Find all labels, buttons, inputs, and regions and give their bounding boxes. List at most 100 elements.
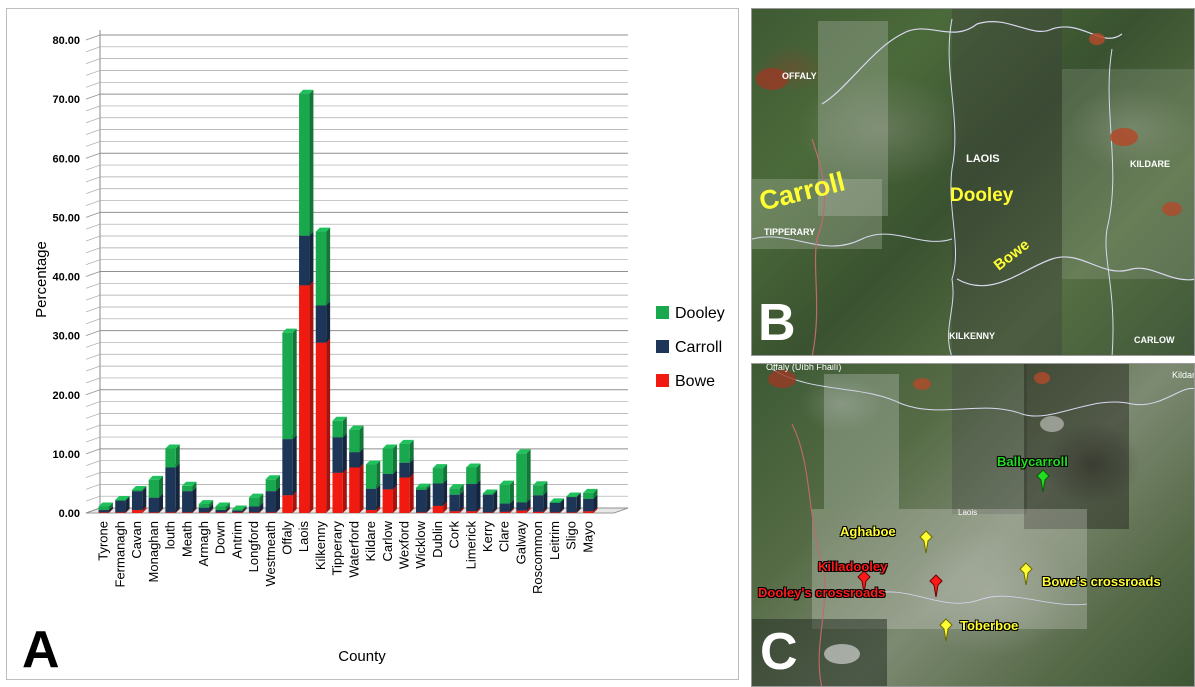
map-pin-yellow-icon	[1019, 562, 1033, 586]
x-tick-label: Laois	[296, 521, 311, 553]
gridline-depth	[85, 212, 101, 218]
gridline-depth	[85, 472, 101, 478]
gridline-depth	[85, 176, 101, 183]
legend-label: Carroll	[675, 339, 722, 356]
gridline-depth	[85, 271, 101, 277]
bar-dooley-antrim	[232, 505, 247, 511]
bar-dooley-tyrone	[98, 502, 113, 511]
x-tick-label: Kilkenny	[313, 521, 328, 571]
gridline-depth	[85, 484, 101, 490]
gridline-depth	[85, 93, 101, 100]
bar-dooley-monaghan	[148, 475, 164, 498]
bar-dooley-offaly	[282, 328, 297, 440]
bar-dooley-sligo	[566, 492, 581, 498]
map-pin-red-icon	[929, 574, 943, 598]
y-tick-label: 40.00	[52, 272, 80, 284]
gridline-depth	[85, 58, 101, 64]
x-tick-label: Dublin	[430, 521, 445, 558]
bar-dooley-louth	[165, 444, 180, 468]
map-label-laois: Laois	[958, 508, 978, 517]
panel-letter-a: A	[22, 621, 60, 679]
panel-c-satellite-map: Offaly (Uíbh Fhailí) Kildar Laois Ballyc…	[751, 363, 1195, 687]
x-tick-label: Monaghan	[146, 521, 161, 582]
gridline-depth	[85, 413, 101, 419]
x-tick-label: Meath	[179, 521, 194, 557]
bar-dooley-kerry	[482, 489, 498, 495]
bar-dooley-mayo	[583, 488, 598, 499]
x-tick-label: Wexford	[396, 521, 411, 569]
imagery-tile	[952, 364, 1027, 514]
bar-dooley-cavan	[131, 485, 147, 492]
x-tick-label: Wicklow	[413, 520, 428, 568]
x-tick-label: Kerry	[480, 521, 495, 553]
gridline-depth	[85, 353, 101, 360]
bar-carroll-limerick	[466, 480, 481, 512]
x-tick-label: Armagh	[196, 521, 211, 567]
legend-swatch	[656, 306, 669, 319]
stacked-bar-chart: 0.00 10.00 20.00 30.00 40.00 50.00 60.00 70.00 8…	[33, 30, 725, 665]
x-tick-label: Tyrone	[96, 521, 111, 561]
y-tick-label: 60.00	[52, 153, 80, 165]
x-tick-label: Longford	[246, 521, 261, 572]
x-axis-title: County	[338, 648, 386, 665]
bar-dooley-waterford	[349, 425, 364, 453]
bar-bowe-tipperary	[332, 468, 347, 513]
x-tick-label: Mayo	[580, 521, 595, 553]
x-tick-label: Tipperary	[330, 521, 345, 576]
gridline-depth	[85, 377, 101, 384]
surname-label-dooley: Dooley	[950, 185, 1014, 206]
legend-swatch	[656, 374, 669, 387]
legend-label: Bowe	[675, 373, 715, 390]
bar-dooley-laois	[299, 89, 314, 236]
bar-carroll-kilkenny	[315, 301, 331, 343]
imagery-tile	[1062, 69, 1194, 279]
gridline-depth	[85, 507, 101, 514]
chart-frame	[6, 8, 739, 680]
county-label-laois: LAOIS	[966, 153, 1000, 165]
x-tick-label: Clare	[497, 521, 512, 552]
bar-dooley-limerick	[466, 463, 481, 485]
bar-bowe-kilkenny	[315, 338, 331, 513]
bar-dooley-dublin	[432, 464, 448, 484]
map-label-kildare: Kildar	[1172, 370, 1195, 380]
x-tick-label: louth	[163, 521, 178, 549]
gridline-depth	[85, 117, 101, 124]
y-tick-label: 70.00	[52, 94, 80, 106]
gridline-depth	[85, 495, 101, 502]
x-tick-label: Westmeath	[263, 521, 278, 587]
y-tick-label: 10.00	[52, 449, 80, 461]
bar-dooley-wicklow	[416, 483, 431, 490]
gridline-depth	[85, 105, 101, 112]
gridline-depth	[85, 424, 101, 431]
x-tick-label: Leitrim	[547, 521, 562, 560]
x-tick-label: Fermanagh	[112, 521, 127, 587]
panel-letter-b: B	[758, 294, 796, 352]
place-label-ballycarroll: Ballycarroll	[997, 454, 1068, 469]
x-tick-label: Down	[213, 521, 228, 554]
bar-dooley-cork	[449, 484, 464, 495]
gridline-depth	[85, 70, 101, 76]
county-borders	[768, 368, 1194, 686]
gridline-depth	[85, 152, 101, 159]
map-pin-green-icon	[1036, 469, 1050, 493]
x-tick-label: Roscommon	[530, 521, 545, 594]
map-pin-yellow-icon	[919, 530, 933, 554]
legend-label: Dooley	[675, 305, 725, 322]
gridline-depth	[85, 389, 101, 396]
gridline-depth	[85, 436, 101, 443]
bar-dooley-wexford	[399, 439, 414, 463]
gridline-depth	[85, 188, 101, 195]
x-tick-label: Limerick	[463, 521, 478, 570]
gridline-depth	[85, 318, 101, 325]
bar-dooley-meath	[182, 481, 197, 492]
place-label-dooleys-crossroads: Dooley's crossroads	[758, 585, 886, 600]
y-tick-label: 0.00	[59, 508, 80, 520]
y-tick-label: 20.00	[52, 390, 80, 402]
y-axis-title: Percentage	[33, 241, 50, 318]
gridline-depth	[85, 200, 101, 206]
x-tick-label: Sligo	[564, 521, 579, 550]
x-tick-label: Cavan	[129, 521, 144, 559]
gridline-depth	[85, 164, 101, 171]
gridline-depth	[85, 129, 101, 135]
bar-dooley-clare	[499, 480, 514, 504]
